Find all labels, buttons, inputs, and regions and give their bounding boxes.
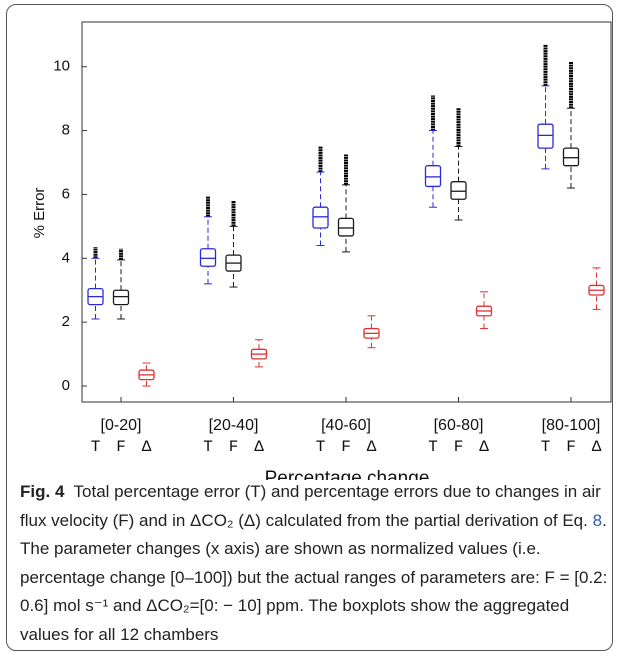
caption-text: . The parameter changes (x axis) are sho… [20, 510, 608, 644]
box [450, 181, 467, 200]
y-tick-label: 0 [62, 377, 70, 394]
box [537, 123, 554, 149]
x-tick-label: [20-40] [209, 417, 259, 434]
x-axis-label: Percentage change [265, 468, 430, 480]
box [424, 165, 442, 188]
y-tick-label: 2 [62, 313, 70, 330]
group-label: F [229, 438, 239, 456]
group-label: Δ [479, 438, 489, 456]
box [562, 147, 580, 167]
figure-frame [6, 4, 613, 651]
group-label: Δ [592, 438, 602, 456]
group-label: F [116, 438, 126, 456]
box [337, 217, 355, 237]
x-tick-label: [60-80] [434, 417, 484, 434]
group-label: T [541, 438, 551, 456]
box [199, 248, 217, 267]
x-tick-label: [80-100] [542, 417, 601, 434]
x-tick-label: [0-20] [101, 417, 142, 434]
group-label: Δ [367, 438, 377, 456]
chart: % Error Percentage change 0 2 4 6 8 10 [0-20] [… [31, 21, 612, 480]
group-label: F [454, 438, 464, 456]
group-label: T [428, 438, 438, 456]
box [312, 206, 329, 229]
group-label: Δ [254, 438, 264, 456]
box [112, 289, 130, 306]
y-axis-label: % Error [31, 188, 48, 239]
caption-text: Total percentage error (T) and percentag… [20, 482, 601, 530]
caption-label: Fig. 4 [20, 482, 65, 501]
plot-frame [81, 21, 612, 403]
x-tick-label: [40-60] [321, 417, 371, 434]
y-tick-label: 10 [53, 58, 70, 75]
group-label: T [91, 438, 101, 456]
group-label: T [316, 438, 326, 456]
y-tick-label: 6 [62, 185, 70, 202]
y-tick-label: 8 [62, 122, 70, 139]
group-label: T [203, 438, 213, 456]
group-label: F [566, 438, 576, 456]
group-label: F [341, 438, 351, 456]
group-label: Δ [142, 438, 152, 456]
caption: Fig. 4 Total percentage error (T) and pe… [20, 478, 610, 649]
caption-reference[interactable]: 8 [592, 510, 603, 530]
y-tick-label: 4 [62, 249, 70, 266]
